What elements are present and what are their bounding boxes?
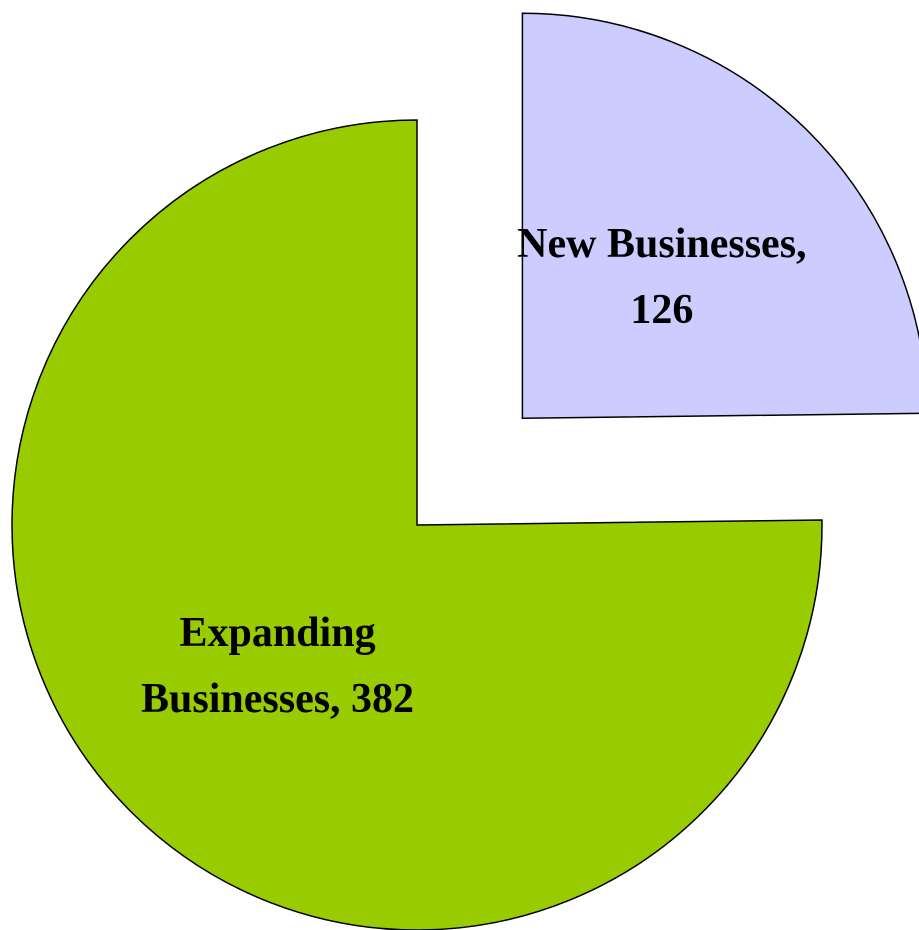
slice-label-box: Expanding Businesses, 382 xyxy=(141,610,415,723)
slice-label: Expanding Businesses, 382 xyxy=(141,610,415,723)
pie-slice xyxy=(521,12,919,420)
pie-slice xyxy=(11,119,823,930)
slice-label-box: New Businesses, 126 xyxy=(517,221,807,334)
slice-label: New Businesses, 126 xyxy=(517,221,807,334)
